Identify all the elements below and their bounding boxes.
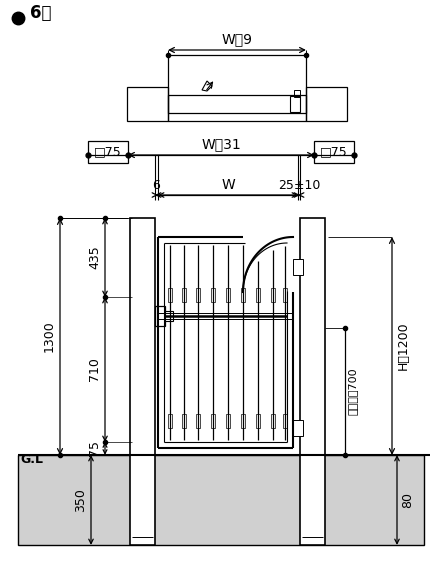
Text: 350: 350 [74,488,87,512]
Bar [196,288,200,302]
Text: 435: 435 [88,245,101,269]
Bar [196,414,200,428]
Bar [314,141,354,163]
Text: 80: 80 [401,492,414,508]
Bar [256,414,260,428]
Bar [256,288,260,302]
Bar [226,414,230,428]
Text: □75: □75 [94,146,122,159]
Bar [294,90,300,97]
Text: W: W [221,178,235,192]
Text: 1300: 1300 [43,320,56,352]
Bar [271,288,275,302]
Bar [283,414,287,428]
Bar [241,414,245,428]
Text: H＝1200: H＝1200 [397,321,410,370]
Bar [211,288,215,302]
Text: 710: 710 [88,357,101,381]
Bar [155,306,165,326]
Bar [211,414,215,428]
Bar [18,455,424,545]
Bar [293,420,303,436]
Bar [130,218,155,545]
Bar [168,55,306,121]
Bar [290,96,300,112]
Text: 6型: 6型 [30,4,52,22]
Bar [226,288,230,302]
Bar [127,87,168,121]
Bar [241,288,245,302]
Bar [182,414,186,428]
Bar [283,288,287,302]
Text: W＋31: W＋31 [201,137,241,151]
Bar [306,87,347,121]
Text: G.L: G.L [20,453,43,466]
Bar [168,288,172,302]
Bar [168,95,306,113]
Text: 25±10: 25±10 [278,179,320,192]
Bar [88,141,128,163]
Text: 75: 75 [88,440,101,456]
Bar [165,311,173,321]
Bar [182,288,186,302]
Bar [271,414,275,428]
Text: 錠中心＝700: 錠中心＝700 [348,367,358,415]
Text: W＋9: W＋9 [221,32,252,46]
Bar [300,218,325,545]
Text: 6: 6 [152,179,160,192]
Bar [293,259,303,275]
Text: □75: □75 [320,146,348,159]
Bar [168,414,172,428]
